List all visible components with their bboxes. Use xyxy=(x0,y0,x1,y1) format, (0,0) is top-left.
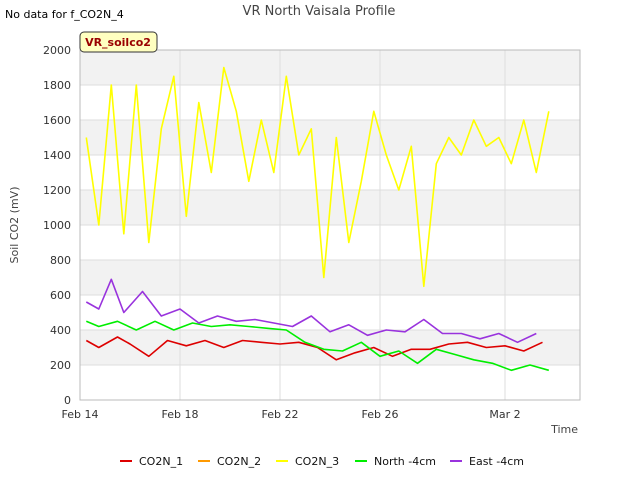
x-tick-label: Feb 14 xyxy=(62,408,99,421)
y-axis-label: Soil CO2 (mV) xyxy=(8,187,21,264)
y-tick-label: 1000 xyxy=(43,219,71,232)
site-badge-label: VR_soilco2 xyxy=(85,36,151,49)
legend-label: CO2N_3 xyxy=(295,455,339,468)
y-tick-label: 200 xyxy=(50,359,71,372)
legend-label: CO2N_2 xyxy=(217,455,261,468)
y-axis-ticks: 0 200 400 600 800 1000 1200 1400 1600 1800 2000 xyxy=(43,44,71,407)
y-tick-label: 1600 xyxy=(43,114,71,127)
plot-frame xyxy=(79,49,581,401)
series-line xyxy=(85,66,550,288)
y-tick-label: 1800 xyxy=(43,79,71,92)
x-axis-label: Time xyxy=(550,423,578,436)
series-line xyxy=(85,336,543,361)
no-data-note: No data for f_CO2N_4 xyxy=(5,8,124,21)
y-tick-label: 600 xyxy=(50,289,71,302)
x-tick-label: Mar 2 xyxy=(489,408,520,421)
chart-title: VR North Vaisala Profile xyxy=(243,4,396,19)
y-tick-label: 0 xyxy=(64,394,71,407)
plot-band xyxy=(80,330,580,365)
legend-label: CO2N_1 xyxy=(139,455,183,468)
series-line xyxy=(85,320,550,372)
series-line xyxy=(85,278,537,344)
x-tick-label: Feb 22 xyxy=(262,408,299,421)
series-lines xyxy=(85,66,550,372)
legend: CO2N_1 CO2N_2 CO2N_3 North -4cm East -4cm xyxy=(120,455,524,468)
site-badge: VR_soilco2 xyxy=(79,31,158,53)
y-tick-label: 1400 xyxy=(43,149,71,162)
legend-label: East -4cm xyxy=(469,455,524,468)
plot-band xyxy=(80,50,580,85)
plot-band xyxy=(80,260,580,295)
x-tick-label: Feb 26 xyxy=(362,408,399,421)
y-tick-label: 400 xyxy=(50,324,71,337)
y-tick-label: 2000 xyxy=(43,44,71,57)
y-tick-label: 1200 xyxy=(43,184,71,197)
x-axis-ticks: Feb 14 Feb 18 Feb 22 Feb 26 Mar 2 xyxy=(62,408,521,421)
y-tick-label: 800 xyxy=(50,254,71,267)
legend-label: North -4cm xyxy=(374,455,436,468)
plot-band xyxy=(80,120,580,155)
x-tick-label: Feb 18 xyxy=(162,408,199,421)
